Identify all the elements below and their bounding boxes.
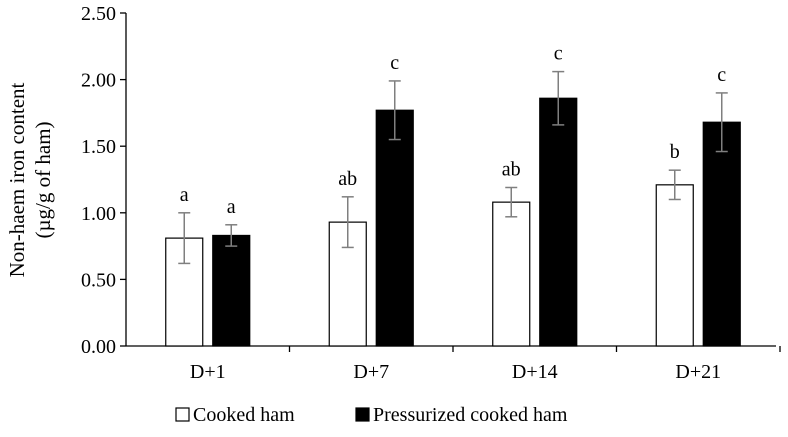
legend-label: Cooked ham <box>193 404 295 426</box>
legend-swatch <box>175 407 190 422</box>
significance-letter: a <box>227 196 236 218</box>
bar-pressurized-cooked-ham <box>702 121 741 347</box>
significance-letter: b <box>670 141 680 163</box>
y-tick-label: 0.00 <box>81 336 116 358</box>
y-axis-title: Non-haem iron content (µg/g of ham) <box>5 82 55 277</box>
bar-pressurized-cooked-ham <box>212 234 251 347</box>
significance-letter: c <box>717 64 726 86</box>
significance-letter: a <box>180 184 189 206</box>
x-tick-label: D+1 <box>190 361 226 383</box>
y-axis-title-line2: (µg/g of ham) <box>31 121 55 238</box>
y-tick-label: 2.50 <box>81 3 116 25</box>
bar-cooked-ham <box>492 201 531 347</box>
y-tick-label: 0.50 <box>81 269 116 291</box>
legend: Cooked ham Pressurized cooked ham <box>175 404 568 426</box>
bar-pressurized-cooked-ham <box>539 97 578 347</box>
y-tick-label: 1.00 <box>81 203 116 225</box>
plot-area: 0.00 0.50 1.00 1.50 2.00 2.50 D+1 D+7 D+14 D+21 a a… <box>81 3 781 383</box>
x-tick-label: D+14 <box>512 361 558 383</box>
y-axis-title-line1: Non-haem iron content <box>5 82 29 277</box>
significance-letter: ab <box>338 168 357 190</box>
significance-letter: c <box>554 43 563 65</box>
legend-swatch <box>355 407 370 422</box>
significance-letter: c <box>390 52 399 74</box>
significance-letter: ab <box>502 158 521 180</box>
bar-cooked-ham <box>655 184 694 347</box>
x-tick-label: D+21 <box>675 361 721 383</box>
y-tick-label: 1.50 <box>81 136 116 158</box>
bar-pressurized-cooked-ham <box>375 109 414 347</box>
y-tick-label: 2.00 <box>81 70 116 92</box>
x-tick-label: D+7 <box>353 361 389 383</box>
legend-label: Pressurized cooked ham <box>373 404 568 426</box>
